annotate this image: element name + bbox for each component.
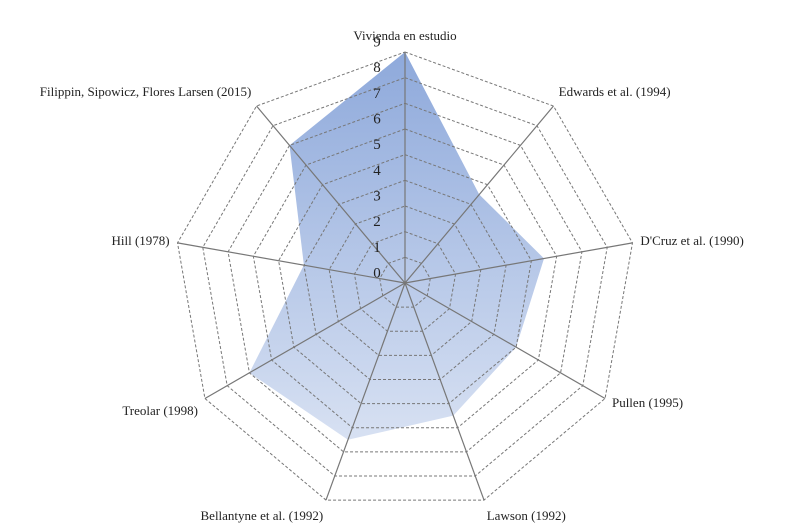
axis-line <box>404 242 633 284</box>
r-tick-label: 1 <box>373 240 381 256</box>
grid-ring <box>202 77 608 477</box>
r-tick-label: 9 <box>373 34 381 50</box>
r-tick-label: 3 <box>373 188 381 204</box>
axis-line <box>404 282 606 400</box>
category-label: Treolar (1998) <box>122 402 199 418</box>
data-area <box>249 52 545 440</box>
category-label: Bellantyne et al. (1992) <box>200 507 324 523</box>
grid-ring <box>353 231 457 332</box>
grid-ring <box>379 256 431 308</box>
axis-line <box>325 282 406 501</box>
r-tick-label: 0 <box>373 265 381 281</box>
grid-ring <box>252 128 558 429</box>
category-label: Edwards et al. (1994) <box>558 83 671 99</box>
r-tick-label: 8 <box>373 60 381 76</box>
grid-ring <box>303 179 507 380</box>
r-tick-label: 4 <box>373 163 381 179</box>
category-label: Pullen (1995) <box>611 394 684 410</box>
category-label: Lawson (1992) <box>486 507 566 523</box>
category-label: Filippin, Sipowicz, Flores Larsen (2015) <box>39 83 252 99</box>
grid-ring <box>328 205 482 356</box>
category-label: Vivienda en estudio <box>353 27 457 43</box>
r-tick-label: 5 <box>373 137 381 153</box>
axis-line <box>204 282 406 400</box>
r-tick-label: 6 <box>373 111 381 127</box>
category-label: D'Cruz et al. (1990) <box>640 233 744 249</box>
r-tick-label: 7 <box>373 86 381 102</box>
axis-line <box>404 282 485 501</box>
grid-ring <box>227 102 583 453</box>
grid-ring <box>278 154 532 405</box>
axis-line <box>256 105 406 284</box>
axis-line <box>404 105 554 284</box>
category-label: Hill (1978) <box>111 233 170 249</box>
grid-ring <box>176 51 634 501</box>
axis-line <box>177 242 406 284</box>
r-tick-label: 2 <box>373 214 381 230</box>
